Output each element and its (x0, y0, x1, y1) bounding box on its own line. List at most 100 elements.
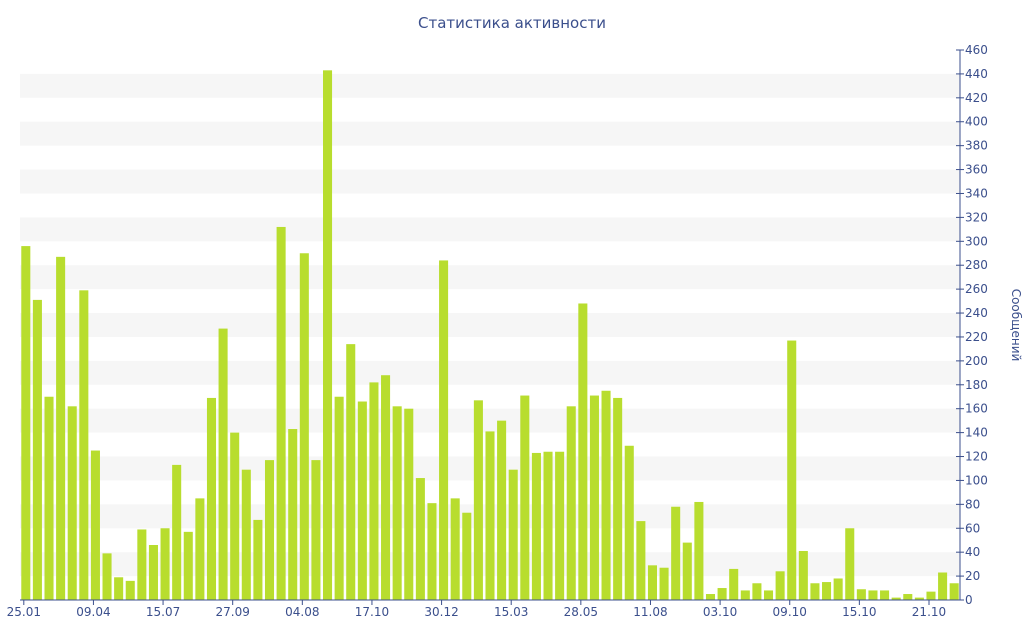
bar (926, 591, 936, 600)
bar (647, 565, 657, 600)
bar (392, 406, 402, 600)
bar (299, 253, 309, 600)
y-tick-label: 200 (965, 354, 988, 368)
bar (56, 256, 66, 600)
bar (90, 450, 100, 600)
y-tick-label: 280 (965, 258, 988, 272)
grid-band (20, 265, 960, 290)
bar (369, 382, 379, 600)
x-tick-label: 21.10 (912, 605, 946, 619)
bar (114, 577, 124, 600)
bar (613, 397, 623, 600)
grid-band (20, 73, 960, 98)
bar (856, 589, 866, 600)
x-tick-label: 15.07 (146, 605, 180, 619)
bar (531, 452, 541, 600)
bar (868, 590, 878, 600)
y-tick-label: 420 (965, 91, 988, 105)
bar (79, 290, 89, 600)
y-tick-label: 180 (965, 378, 988, 392)
x-tick-label: 15.03 (494, 605, 528, 619)
y-tick-label: 220 (965, 330, 988, 344)
grid-band (20, 121, 960, 146)
grid-band (20, 217, 960, 242)
bar (705, 594, 716, 600)
bar (473, 400, 483, 600)
bar (44, 396, 54, 600)
y-tick-label: 80 (965, 497, 980, 511)
y-tick-label: 20 (965, 569, 980, 583)
x-tick-label: 28.05 (564, 605, 598, 619)
bar (810, 583, 820, 600)
grid-band (20, 360, 960, 385)
y-tick-label: 60 (965, 521, 980, 535)
bar (798, 550, 808, 600)
bar (32, 299, 42, 600)
bar (148, 545, 158, 600)
bar (787, 340, 797, 600)
bar (822, 582, 832, 600)
bar (450, 498, 460, 600)
bar (775, 571, 785, 600)
y-tick-label: 240 (965, 306, 988, 320)
bar (601, 390, 611, 600)
bar (21, 246, 31, 600)
bar (137, 529, 147, 600)
bar (276, 226, 286, 600)
bar (160, 528, 170, 600)
bar (903, 594, 913, 600)
bar (717, 588, 727, 600)
bar (729, 568, 739, 600)
x-tick-label: 15.10 (842, 605, 876, 619)
bar (578, 303, 588, 600)
y-tick-label: 120 (965, 450, 988, 464)
bar (427, 503, 437, 600)
bar (125, 580, 135, 600)
y-tick-label: 140 (965, 426, 988, 440)
x-tick-label: 11.08 (633, 605, 667, 619)
bar (938, 572, 948, 600)
bar (357, 401, 367, 600)
x-tick-label: 09.10 (773, 605, 807, 619)
bar (682, 542, 692, 600)
x-tick-label: 04.08 (285, 605, 319, 619)
bar (230, 432, 240, 600)
y-tick-label: 40 (965, 545, 980, 559)
bar (311, 460, 321, 600)
bar (659, 567, 669, 600)
y-tick-label: 460 (965, 43, 988, 57)
bar (381, 375, 391, 600)
y-axis-label: Сообщений (1009, 289, 1023, 362)
bar (334, 396, 344, 600)
bar (67, 406, 77, 600)
bar (218, 328, 228, 600)
grid-band (20, 313, 960, 337)
chart-title: Статистика активности (418, 14, 606, 32)
bar (543, 451, 553, 600)
y-tick-label: 400 (965, 115, 988, 129)
bar (914, 597, 924, 600)
bar (102, 553, 112, 600)
bar (264, 460, 275, 600)
bar (671, 506, 681, 600)
grid-band (20, 169, 960, 194)
bar (636, 521, 646, 600)
bar (891, 597, 901, 600)
bar (624, 445, 634, 600)
y-tick-label: 360 (965, 163, 988, 177)
x-tick-label: 09.04 (76, 605, 110, 619)
y-tick-label: 100 (965, 473, 988, 487)
bar (520, 395, 530, 600)
bar (323, 70, 333, 600)
x-tick-label: 30.12 (424, 605, 458, 619)
bar (183, 531, 193, 600)
bar (241, 469, 251, 600)
y-tick-label: 160 (965, 402, 988, 416)
x-tick-label: 03.10 (703, 605, 737, 619)
bar (740, 590, 750, 600)
bar (439, 260, 449, 600)
bar (763, 590, 774, 600)
bar (949, 583, 959, 600)
bar (404, 408, 414, 600)
